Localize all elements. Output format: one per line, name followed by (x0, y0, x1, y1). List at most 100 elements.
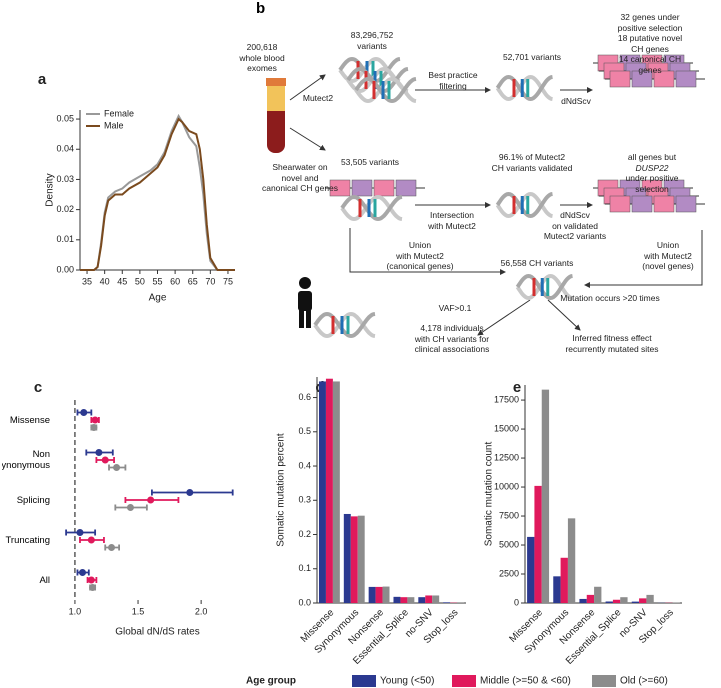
gene-box (653, 195, 675, 213)
bar (612, 599, 621, 603)
y-tick-label: 0.04 (56, 144, 74, 154)
bar (541, 389, 550, 603)
bar (332, 381, 340, 603)
y-axis-label: Somatic mutation percent (276, 433, 287, 547)
bar (639, 598, 647, 603)
diagram-text: 56,558 CH variants (500, 258, 574, 268)
bar (567, 518, 576, 603)
legend-label: Middle (>=50 & <60) (480, 676, 571, 687)
diagram-text: Mutation occurs >20 times (560, 293, 660, 303)
x-tick-label: 2.0 (195, 606, 208, 616)
bar (350, 516, 358, 603)
legend-swatch (452, 675, 476, 687)
y-tick-label: 0.03 (56, 174, 74, 184)
y-tick-label: 12500 (494, 452, 519, 462)
dna-helix (495, 191, 553, 219)
point (89, 584, 97, 591)
arrow (289, 127, 326, 151)
diagram-text: Mutect2 (302, 93, 334, 103)
panel-label: c (34, 379, 42, 396)
x-tick-label: 45 (117, 276, 127, 286)
bar (425, 595, 433, 603)
category-label-box: Splicing (17, 495, 50, 506)
gene-box (373, 179, 395, 197)
diagram-text: 32 genes under positive selection 18 put… (617, 12, 683, 75)
y-tick-label: 0.1 (298, 563, 311, 573)
x-tick-label: 1.5 (132, 606, 145, 616)
legend-label: Female (104, 108, 134, 118)
gene-box (653, 70, 675, 88)
y-tick-label: 15000 (494, 423, 519, 433)
y-tick-label: 0.0 (298, 597, 311, 607)
x-tick-label: 1.0 (69, 606, 82, 616)
helix-strand (313, 311, 376, 339)
bar (605, 601, 613, 603)
point (126, 504, 134, 511)
arrow (584, 230, 703, 288)
panel-label: a (38, 71, 47, 88)
y-tick-label: 0.3 (298, 495, 311, 505)
category-label: Truncating (5, 534, 50, 546)
dna-helix (354, 76, 417, 104)
y-tick-label: 0.00 (56, 264, 74, 274)
dna-helix (515, 273, 573, 301)
bar (382, 586, 390, 603)
category-label-box: Truncating (5, 534, 50, 546)
y-tick-label: 0.5 (298, 426, 311, 436)
gene-box (395, 179, 417, 197)
bar (646, 594, 654, 603)
point (101, 456, 109, 464)
point (76, 529, 84, 536)
x-tick-label: 75 (223, 276, 233, 286)
helix-strand (354, 76, 417, 104)
arrow (289, 74, 326, 101)
helix-strand (495, 74, 553, 102)
bar (457, 602, 465, 603)
y-tick-label: 10000 (494, 481, 519, 491)
bar (553, 576, 561, 603)
bar (407, 597, 415, 603)
y-axis-label: Density (45, 173, 56, 206)
density-line (80, 117, 235, 271)
bar (443, 602, 451, 603)
point (108, 544, 116, 551)
dna-helix (495, 74, 553, 102)
helix-strand (495, 191, 553, 219)
helix-strand (354, 76, 417, 104)
bar (357, 515, 365, 603)
y-tick-label: 0.01 (56, 234, 74, 244)
legend-label: Male (104, 120, 124, 130)
diagram-text: Intersection with Mutect2 (428, 210, 476, 231)
diagram-text: Shearwater on novel and canonical CH gen… (261, 162, 339, 193)
bar (393, 596, 401, 603)
x-tick-label: 55 (152, 276, 162, 286)
x-axis-label: Global dN/dS rates (115, 627, 200, 638)
helix-strand (340, 194, 403, 222)
category-label: All (39, 574, 50, 586)
diagram-text: 200,618 whole blood exomes (239, 42, 285, 73)
y-tick-label: 0.02 (56, 204, 74, 214)
panel-label: b (256, 0, 266, 17)
y-tick-label: 0.4 (298, 460, 311, 470)
helix-strand (495, 191, 553, 219)
gene-box (609, 70, 631, 88)
point (95, 449, 103, 456)
helix-strand (313, 311, 376, 339)
category-label-box: All (39, 574, 50, 586)
arrow (349, 228, 506, 275)
blood-tube-top (267, 83, 285, 111)
bar (432, 595, 440, 603)
bar (579, 598, 587, 603)
y-axis-label: Somatic mutation count (484, 442, 495, 547)
diagram-text: 96.1% of Mutect2 CH variants validated (491, 152, 573, 173)
legend-swatch (592, 675, 616, 687)
bar (594, 586, 602, 603)
category-label-box: Missense (10, 415, 50, 426)
panel-label: e (513, 379, 521, 396)
legend-title: Age group (246, 676, 296, 687)
diagram-text: under positive selection (625, 173, 679, 194)
bar (343, 513, 351, 603)
x-tick-label: 65 (188, 276, 198, 286)
